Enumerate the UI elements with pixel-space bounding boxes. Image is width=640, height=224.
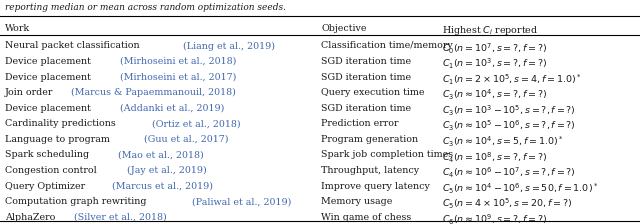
Text: Cardinality predictions: Cardinality predictions — [5, 119, 119, 128]
Text: (Liang et al., 2019): (Liang et al., 2019) — [182, 41, 275, 51]
Text: Query execution time: Query execution time — [321, 88, 425, 97]
Text: Neural packet classification: Neural packet classification — [5, 41, 143, 50]
Text: Memory usage: Memory usage — [321, 197, 393, 206]
Text: $C_5(n = 4 \times 10^5, s = 20, f =?)$: $C_5(n = 4 \times 10^5, s = 20, f =?)$ — [442, 197, 572, 211]
Text: (Guu et al., 2017): (Guu et al., 2017) — [144, 135, 229, 144]
Text: Congestion control: Congestion control — [5, 166, 100, 175]
Text: $C_6(n \approx 10^9, s =?, f =?)$: $C_6(n \approx 10^9, s =?, f =?)$ — [442, 213, 547, 224]
Text: AlphaZero: AlphaZero — [5, 213, 58, 222]
Text: Program generation: Program generation — [321, 135, 419, 144]
Text: (Mirhoseini et al., 2018): (Mirhoseini et al., 2018) — [120, 57, 236, 66]
Text: Language to program: Language to program — [5, 135, 113, 144]
Text: $C_0(n = 10^7, s =?, f =?)$: $C_0(n = 10^7, s =?, f =?)$ — [442, 41, 547, 56]
Text: Join order: Join order — [5, 88, 56, 97]
Text: Throughput, latency: Throughput, latency — [321, 166, 419, 175]
Text: (Addanki et al., 2019): (Addanki et al., 2019) — [120, 104, 224, 113]
Text: SGD iteration time: SGD iteration time — [321, 104, 412, 113]
Text: Improve query latency: Improve query latency — [321, 182, 430, 191]
Text: SGD iteration time: SGD iteration time — [321, 73, 412, 82]
Text: (Marcus & Papaemmanouil, 2018): (Marcus & Papaemmanouil, 2018) — [72, 88, 236, 97]
Text: Prediction error: Prediction error — [321, 119, 399, 128]
Text: $C_3(n = 10^3 - 10^5, s =?, f =?)$: $C_3(n = 10^3 - 10^5, s =?, f =?)$ — [442, 104, 575, 118]
Text: Computation graph rewriting: Computation graph rewriting — [5, 197, 150, 206]
Text: Objective: Objective — [321, 24, 367, 32]
Text: (Paliwal et al., 2019): (Paliwal et al., 2019) — [191, 197, 291, 206]
Text: Classification time/memory: Classification time/memory — [321, 41, 453, 50]
Text: Device placement: Device placement — [5, 104, 94, 113]
Text: (Ortiz et al., 2018): (Ortiz et al., 2018) — [152, 119, 241, 128]
Text: Win game of chess: Win game of chess — [321, 213, 412, 222]
Text: Work: Work — [5, 24, 30, 32]
Text: (Mao et al., 2018): (Mao et al., 2018) — [118, 151, 204, 159]
Text: $C_3(n \approx 10^4, s =?, f =?)$: $C_3(n \approx 10^4, s =?, f =?)$ — [442, 88, 547, 102]
Text: Device placement: Device placement — [5, 57, 94, 66]
Text: $C_5(n \approx 10^4 - 10^6, s = 50, f = 1.0)^*$: $C_5(n \approx 10^4 - 10^6, s = 50, f = … — [442, 182, 598, 196]
Text: $C_4(n = 10^8, s =?, f =?)$: $C_4(n = 10^8, s =?, f =?)$ — [442, 151, 547, 164]
Text: (Silver et al., 2018): (Silver et al., 2018) — [74, 213, 167, 222]
Text: Device placement: Device placement — [5, 73, 94, 82]
Text: SGD iteration time: SGD iteration time — [321, 57, 412, 66]
Text: (Marcus et al., 2019): (Marcus et al., 2019) — [113, 182, 213, 191]
Text: $C_3(n \approx 10^5 - 10^6, s =?, f =?)$: $C_3(n \approx 10^5 - 10^6, s =?, f =?)$ — [442, 119, 575, 133]
Text: reporting median or mean across random optimization seeds.: reporting median or mean across random o… — [5, 3, 286, 12]
Text: Query Optimizer: Query Optimizer — [5, 182, 88, 191]
Text: (Mirhoseini et al., 2017): (Mirhoseini et al., 2017) — [120, 73, 236, 82]
Text: $C_1(n = 2 \times 10^5, s = 4, f = 1.0)^*$: $C_1(n = 2 \times 10^5, s = 4, f = 1.0)^… — [442, 73, 581, 87]
Text: Spark job completion times: Spark job completion times — [321, 151, 453, 159]
Text: Highest $C_i$ reported: Highest $C_i$ reported — [442, 24, 538, 37]
Text: Spark scheduling: Spark scheduling — [5, 151, 92, 159]
Text: $C_4(n \approx 10^6 - 10^7, s =?, f =?)$: $C_4(n \approx 10^6 - 10^7, s =?, f =?)$ — [442, 166, 575, 180]
Text: $C_1(n = 10^3, s =?, f =?)$: $C_1(n = 10^3, s =?, f =?)$ — [442, 57, 547, 71]
Text: $C_3(n \approx 10^4, s = 5, f = 1.0)^*$: $C_3(n \approx 10^4, s = 5, f = 1.0)^*$ — [442, 135, 563, 149]
Text: (Jay et al., 2019): (Jay et al., 2019) — [127, 166, 207, 175]
